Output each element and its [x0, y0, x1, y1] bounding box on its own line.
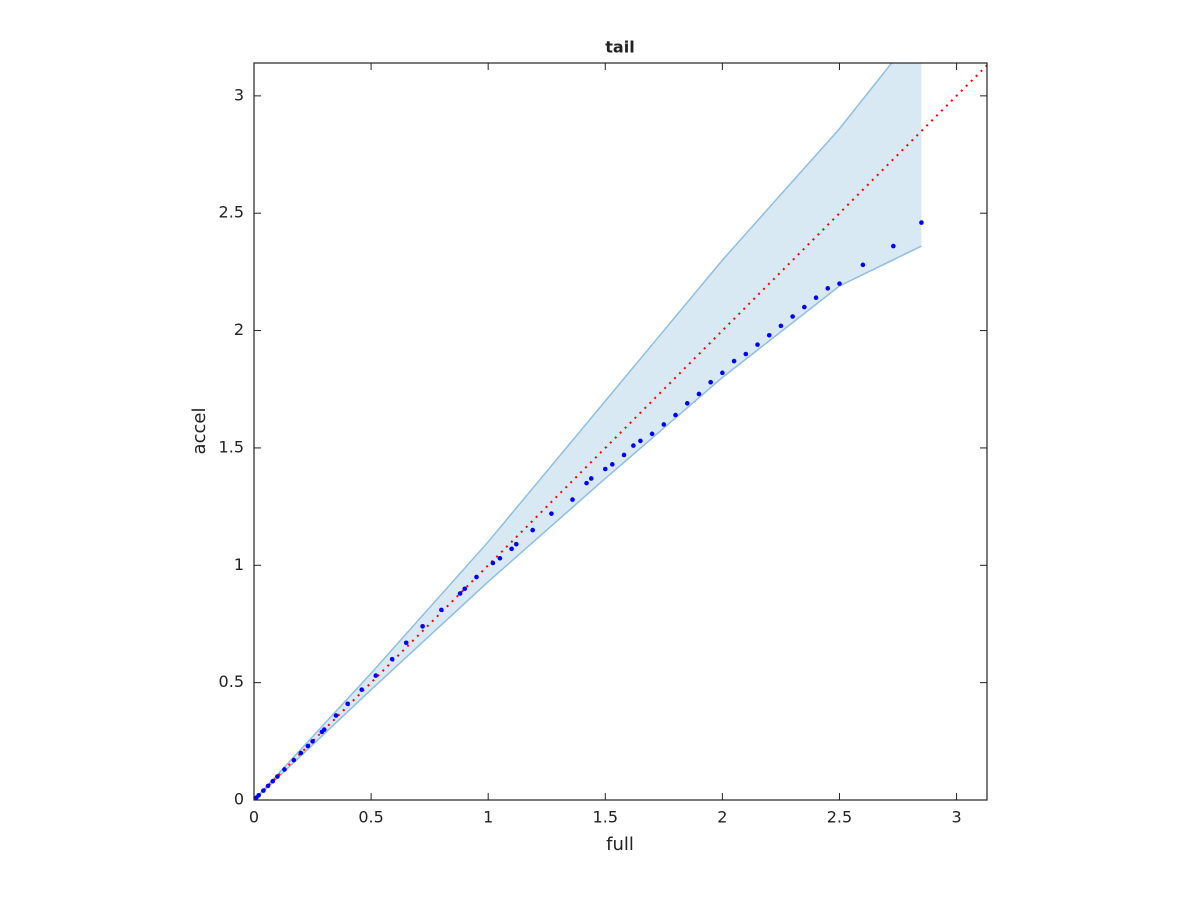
plot-area: [254, 63, 987, 800]
data-point: [333, 713, 339, 718]
data-point: [291, 757, 297, 763]
data-point: [610, 462, 615, 467]
data-point: [631, 443, 636, 448]
x-tick-label: 2: [717, 808, 727, 827]
data-point: [256, 793, 261, 798]
y-tick-label: 1.5: [219, 437, 244, 456]
data-point: [570, 497, 575, 502]
y-tick-label: 2.5: [219, 203, 244, 222]
data-point: [708, 379, 713, 385]
data-point: [720, 370, 725, 376]
data-point: [837, 281, 842, 286]
data-point: [420, 624, 425, 629]
data-point: [462, 586, 468, 592]
confidence-band: [254, 63, 922, 800]
band-upper-edge: [254, 63, 893, 800]
data-point: [621, 452, 627, 458]
data-point: [359, 687, 365, 692]
data-point: [778, 323, 784, 329]
data-point: [513, 541, 519, 547]
x-tick-label: 2.5: [827, 808, 852, 827]
data-point: [389, 656, 395, 662]
data-point: [766, 332, 772, 338]
data-point: [530, 527, 535, 533]
y-tick-label: 0.5: [219, 672, 244, 691]
x-tick-label: 1: [483, 808, 493, 827]
x-axis-label: full: [606, 834, 634, 855]
data-point: [457, 591, 463, 596]
data-point: [696, 391, 702, 397]
axes-box: [253, 62, 988, 801]
data-point: [345, 701, 350, 707]
data-point: [265, 783, 271, 789]
data-point: [755, 342, 760, 347]
data-point: [298, 750, 304, 756]
data-point: [731, 358, 737, 364]
data-point: [270, 778, 276, 784]
data-point: [638, 438, 643, 444]
data-point: [673, 412, 678, 418]
y-tick-label: 1: [234, 555, 244, 574]
data-point: [321, 727, 327, 732]
data-point: [860, 262, 866, 268]
data-point: [649, 431, 655, 437]
x-tick-label: 3: [951, 808, 961, 827]
data-point: [373, 673, 379, 678]
data-point: [497, 555, 503, 561]
data-point: [439, 607, 444, 613]
reference-line: [254, 64, 987, 800]
data-point: [743, 351, 749, 357]
data-point: [403, 640, 409, 646]
y-axis-label: accel: [189, 408, 210, 455]
band-lower-edge: [254, 245, 922, 800]
data-point: [509, 546, 514, 552]
data-point: [790, 314, 795, 319]
data-point: [282, 767, 287, 772]
data-point: [602, 466, 608, 472]
data-point: [275, 774, 280, 779]
data-point: [813, 295, 819, 301]
data-point: [549, 511, 554, 516]
y-tick-label: 2: [234, 320, 244, 339]
x-tick-label: 0.5: [358, 808, 383, 827]
data-point: [588, 476, 594, 481]
data-point: [825, 286, 831, 291]
data-point: [891, 243, 896, 249]
y-tick-label: 3: [234, 85, 244, 104]
x-tick-label: 0: [249, 808, 259, 827]
data-point: [802, 304, 807, 310]
data-point: [684, 401, 690, 406]
data-point: [584, 480, 589, 486]
data-point: [474, 574, 479, 580]
x-tick-label: 1.5: [593, 808, 618, 827]
chart-title: tail: [605, 38, 634, 57]
data-point: [661, 422, 667, 427]
data-point: [261, 788, 266, 793]
y-tick-label: 0: [234, 790, 244, 809]
data-point: [310, 739, 315, 744]
data-point: [490, 560, 496, 566]
data-point: [305, 743, 311, 749]
data-point: [919, 220, 924, 225]
